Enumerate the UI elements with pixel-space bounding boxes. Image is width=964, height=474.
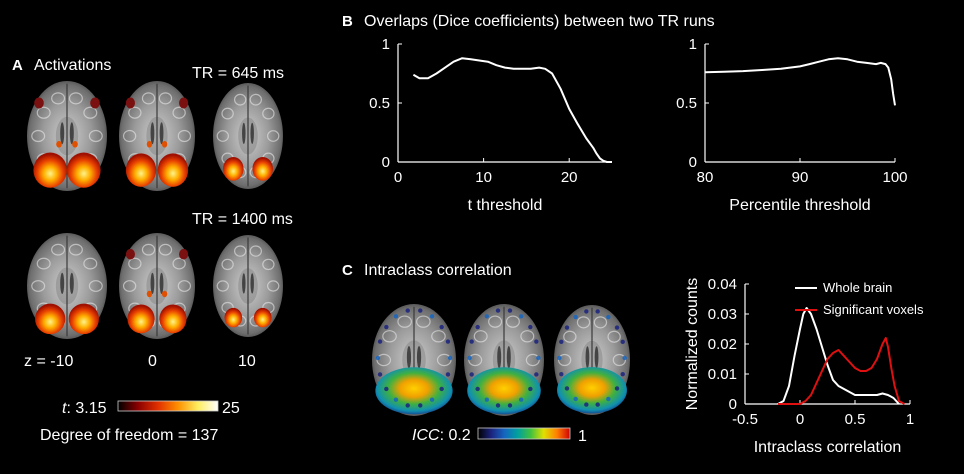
x-tick-label: 10 — [475, 169, 492, 186]
panel-b-letter: B — [342, 13, 353, 30]
y-axis-label: Normalized counts — [684, 278, 701, 411]
series-line-whole-brain — [777, 307, 900, 405]
icc-colorbar — [477, 427, 571, 440]
y-tick-label: 0.03 — [708, 306, 737, 323]
t-colorbar-label: t: 3.15 — [62, 400, 107, 417]
x-tick-label: 90 — [792, 169, 809, 186]
brain-slice-tr1400-z-neg10 — [27, 233, 107, 339]
dice-t-threshold-chart: 00.510 10 20t threshold — [369, 36, 612, 214]
series-line-1-0 — [704, 57, 896, 106]
brain-slice-tr1400-z10 — [213, 235, 283, 337]
y-tick-label: 0.02 — [708, 336, 737, 353]
x-tick-label: 1 — [906, 411, 914, 428]
activation-brain-slices — [27, 81, 283, 339]
dice-percentile-chart: 0 0.5 1 80 90 100 Percentile threshold — [676, 36, 907, 214]
series-line-0-0 — [412, 57, 612, 163]
t-colorbar-max: 25 — [222, 400, 240, 417]
panel-a-title: Activations — [34, 57, 111, 74]
y-tick-label: 0.01 — [708, 366, 737, 383]
icc-colorbar-label: ICC: 0.2 — [412, 427, 471, 444]
x-tick-label: 0 — [796, 411, 804, 428]
icc-slice-3 — [554, 305, 630, 415]
y-tick-label: 0.5 — [676, 95, 697, 112]
y-tick-label: 1 — [689, 36, 697, 53]
t-colorbar — [117, 400, 219, 412]
brain-slice-tr645-z10 — [213, 83, 283, 189]
x-tick-label: 0.5 — [845, 411, 866, 428]
x-axis-label: t threshold — [468, 197, 543, 214]
x-tick-label: 100 — [882, 169, 907, 186]
brain-slice-tr645-z-neg10 — [27, 81, 107, 191]
icc-slice-2 — [464, 304, 544, 416]
y-tick-label: 0 — [689, 154, 697, 171]
icc-brain-slices — [372, 304, 630, 416]
series-line-significant-voxels — [778, 337, 905, 405]
x-axis-label: Intraclass correlation — [754, 439, 902, 456]
x-tick-label: -0.5 — [732, 411, 758, 428]
icc-colorbar-max: 1 — [578, 428, 587, 445]
y-tick-label: 1 — [382, 36, 390, 53]
z-label-10: 10 — [238, 353, 256, 370]
z-label-0: 0 — [148, 353, 157, 370]
legend-entry: Significant voxels — [823, 302, 924, 317]
tr-645-label: TR = 645 ms — [192, 65, 284, 82]
brain-slice-tr645-z0 — [119, 81, 195, 191]
y-tick-label: 0 — [382, 154, 390, 171]
y-tick-label: 0.5 — [369, 95, 390, 112]
degree-of-freedom: Degree of freedom = 137 — [40, 427, 218, 444]
icc-slice-1 — [372, 304, 456, 416]
panel-b-title: Overlaps (Dice coefficients) between two… — [364, 13, 715, 30]
panel-c-letter: C — [342, 262, 353, 279]
brain-slice-tr1400-z0 — [119, 233, 195, 339]
x-tick-label: 80 — [697, 169, 714, 186]
tr-1400-label: TR = 1400 ms — [192, 211, 293, 228]
y-tick-label: 0 — [729, 396, 737, 413]
x-axis-label: Percentile threshold — [729, 197, 870, 214]
x-tick-label: 0 — [394, 169, 402, 186]
legend-entry: Whole brain — [823, 280, 892, 295]
panel-a-letter: A — [12, 57, 23, 74]
y-tick-label: 0.04 — [708, 276, 737, 293]
z-label-neg10: z = -10 — [24, 353, 73, 370]
x-tick-label: 20 — [561, 169, 578, 186]
panel-c-title: Intraclass correlation — [364, 262, 512, 279]
